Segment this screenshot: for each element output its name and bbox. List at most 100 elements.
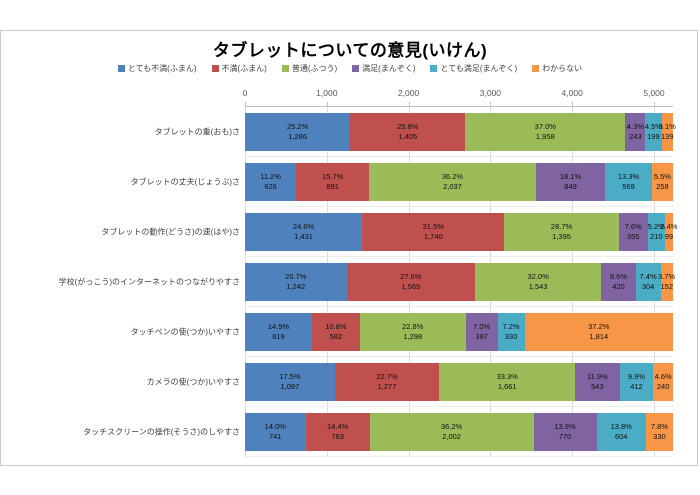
x-axis-tick-mark (245, 102, 246, 107)
segment-count-value: 626 (264, 182, 277, 191)
row-separator (245, 356, 673, 357)
bar-segment: 4.6% 240 (653, 363, 673, 401)
segment-percent-value: 25.2% (286, 122, 309, 131)
segment-count-value: 412 (630, 382, 643, 391)
bar-segment: 9.9% 412 (619, 363, 654, 401)
bar-segment: 36.2% 2,037 (369, 163, 536, 201)
bar-row: 14.0% 741 14.4% 783 36.2% 2,002 13.9% 770 13.8% 6… (245, 413, 673, 451)
row-separator (245, 406, 673, 407)
bar-segment-label: 36.2% 2,002 (441, 422, 462, 442)
segment-count-value: 819 (272, 332, 285, 341)
bar-segment: 17.5% 1,097 (245, 363, 335, 401)
segment-percent-value: 37.2% (588, 322, 610, 331)
segment-percent-value: 11.9% (587, 372, 608, 381)
segment-percent-value: 37.0% (534, 122, 556, 131)
bar-segment-label: 14.9% 819 (268, 322, 289, 342)
bar-row: 17.5% 1,097 22.7% 1,277 33.3% 1,661 11.9% 543 9.… (245, 363, 673, 401)
plot-area: 25.2% 1,286 25.8% 1,405 37.0% 1,958 4.3% 243 4.5… (245, 107, 677, 457)
segment-percent-value: 11.2% (260, 172, 281, 181)
bar-segment-label: 13.3% 569 (618, 172, 639, 192)
bar-segment-label: 13.9% 770 (554, 422, 575, 442)
bar-segment: 31.5% 1,740 (362, 213, 505, 251)
x-axis-tick-label: 3,000 (479, 88, 502, 98)
row-separator (245, 156, 673, 157)
segment-percent-value: 36.2% (440, 422, 463, 431)
bar-segment: 22.8% 1,298 (359, 313, 466, 351)
bar-segment-label: 22.7% 1,277 (376, 372, 397, 392)
segment-percent-value: 10.8% (325, 322, 347, 331)
segment-count-value: 569 (622, 182, 635, 191)
category-label: タッチペンの使(つか)いやすさ (130, 327, 240, 337)
bar-segment: 37.2% 1,814 (524, 313, 673, 351)
segment-percent-value: 7.4% (639, 272, 657, 281)
segment-percent-value: 18.1% (559, 172, 582, 181)
bar-segment: 7.2% 330 (497, 313, 525, 351)
x-axis-tick-label: 1,000 (316, 88, 338, 98)
legend-item-label: 不満(ふまん) (221, 64, 267, 73)
segment-percent-value: 9.9% (627, 372, 646, 381)
bar-segment-label: 7.6% 355 (625, 222, 642, 242)
bar-segment: 7.8% 330 (645, 413, 673, 451)
bar-segment-label: 32.0% 1,543 (528, 272, 549, 292)
bar-segment: 14.0% 741 (245, 413, 306, 451)
bar-segment: 2.4% 99 (660, 213, 677, 251)
bar-segment: 28.7% 1,395 (504, 213, 619, 251)
bar-segment-label: 10.8% 582 (325, 322, 346, 342)
segment-count-value: 2,037 (443, 182, 462, 191)
category-label: タブレットの重(おも)さ (154, 127, 240, 137)
segment-count-value: 741 (269, 432, 282, 441)
bar-segment: 25.2% 1,286 (245, 113, 351, 151)
segment-count-value: 770 (558, 432, 572, 441)
segment-count-value: 1,395 (552, 232, 571, 241)
segment-count-value: 387 (475, 332, 488, 341)
segment-count-value: 1,286 (288, 132, 307, 141)
category-label: 学校(がっこう)のインターネットのつながりやすさ (58, 277, 240, 287)
segment-count-value: 355 (626, 232, 640, 241)
segment-percent-value: 7.8% (650, 422, 668, 431)
segment-count-value: 420 (612, 282, 625, 291)
bar-row: 20.7% 1,242 27.6% 1,569 32.0% 1,543 8.6% 420 7.4… (245, 263, 675, 301)
legend: とても不満(ふまん) 不満(ふまん) 普通(ふつう) 満足(まんぞく) とても満足(まん… (0, 63, 700, 74)
legend-item-label: とても満足(まんぞく) (440, 64, 518, 73)
legend-swatch-icon (352, 65, 360, 72)
bar-segment: 25.8% 1,405 (350, 113, 466, 151)
legend-swatch-icon (430, 65, 438, 72)
bar-segment-label: 8.6% 420 (610, 272, 627, 292)
legend-item: 不満(ふまん) (211, 63, 267, 74)
segment-count-value: 1,242 (286, 282, 306, 291)
bar-segment: 13.3% 569 (605, 163, 652, 201)
bar-segment-label: 9.9% 412 (628, 372, 645, 392)
segment-percent-value: 33.3% (496, 372, 518, 381)
segment-count-value: 152 (660, 282, 673, 291)
bar-segment-label: 14.4% 783 (327, 422, 348, 442)
bar-segment: 7.4% 304 (635, 263, 661, 301)
bar-segment-label: 3.7% 152 (658, 272, 675, 292)
legend-item: 普通(ふつう) (281, 63, 337, 74)
bar-segment-label: 7.4% 304 (640, 272, 657, 292)
segment-count-value: 582 (329, 332, 343, 341)
segment-percent-value: 17.5% (279, 372, 301, 381)
segment-percent-value: 36.2% (441, 172, 464, 181)
x-axis-line (245, 106, 673, 107)
segment-count-value: 1,958 (535, 132, 555, 141)
segment-percent-value: 15.7% (322, 172, 344, 181)
segment-percent-value: 14.0% (264, 422, 286, 431)
bar-segment: 7.0% 387 (465, 313, 498, 351)
legend-item-label: わからない (542, 64, 583, 73)
bar-row: 14.9% 819 10.8% 582 22.8% 1,298 7.0% 387 7.2% 330… (245, 313, 673, 351)
bar-segment-label: 37.2% 1,814 (588, 322, 609, 342)
segment-percent-value: 13.3% (617, 172, 640, 181)
bar-segment-label: 4.6% 240 (655, 372, 672, 392)
bar-segment-label: 7.8% 330 (651, 422, 668, 442)
legend-item-label: 満足(まんぞく) (362, 64, 416, 73)
segment-percent-value: 25.8% (397, 122, 419, 131)
segment-percent-value: 13.8% (610, 422, 632, 431)
bar-segment-label: 36.2% 2,037 (442, 172, 463, 192)
bar-segment-label: 11.2% 626 (260, 172, 281, 192)
bar-segment: 37.0% 1,958 (465, 113, 626, 151)
category-label: タッチスクリーンの操作(そうさ)のしやすさ (83, 427, 240, 437)
legend-item-label: とても不満(ふまん) (127, 64, 197, 73)
legend-item: 満足(まんぞく) (352, 63, 415, 74)
bar-segment: 18.1% 849 (535, 163, 606, 201)
segment-percent-value: 4.3% (626, 122, 644, 131)
